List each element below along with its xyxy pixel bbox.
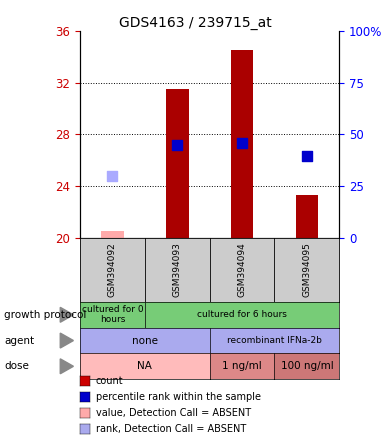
Polygon shape bbox=[60, 359, 73, 374]
Text: GSM394095: GSM394095 bbox=[302, 242, 311, 297]
Bar bbox=[231, 51, 254, 238]
Polygon shape bbox=[60, 333, 73, 348]
Text: GSM394092: GSM394092 bbox=[108, 242, 117, 297]
Text: GSM394094: GSM394094 bbox=[238, 242, 246, 297]
Text: value, Detection Call = ABSENT: value, Detection Call = ABSENT bbox=[96, 408, 251, 418]
Text: NA: NA bbox=[137, 361, 152, 371]
Text: count: count bbox=[96, 376, 123, 386]
Text: recombinant IFNa-2b: recombinant IFNa-2b bbox=[227, 336, 322, 345]
Polygon shape bbox=[60, 307, 73, 322]
Bar bbox=[101, 231, 124, 238]
Text: cultured for 6 hours: cultured for 6 hours bbox=[197, 310, 287, 319]
Text: GDS4163 / 239715_at: GDS4163 / 239715_at bbox=[119, 16, 271, 30]
Text: GSM394093: GSM394093 bbox=[173, 242, 182, 297]
Point bbox=[304, 153, 310, 160]
Text: cultured for 0
hours: cultured for 0 hours bbox=[82, 305, 143, 325]
Point bbox=[109, 172, 115, 179]
Point bbox=[174, 141, 180, 148]
Text: percentile rank within the sample: percentile rank within the sample bbox=[96, 392, 261, 402]
Text: growth protocol: growth protocol bbox=[4, 310, 86, 320]
Text: none: none bbox=[132, 336, 158, 345]
Text: rank, Detection Call = ABSENT: rank, Detection Call = ABSENT bbox=[96, 424, 246, 434]
Bar bbox=[296, 195, 318, 238]
Text: agent: agent bbox=[4, 336, 34, 345]
Text: 1 ng/ml: 1 ng/ml bbox=[222, 361, 262, 371]
Bar bbox=[166, 89, 188, 238]
Text: dose: dose bbox=[4, 361, 29, 371]
Point bbox=[239, 140, 245, 147]
Text: 100 ng/ml: 100 ng/ml bbox=[280, 361, 333, 371]
